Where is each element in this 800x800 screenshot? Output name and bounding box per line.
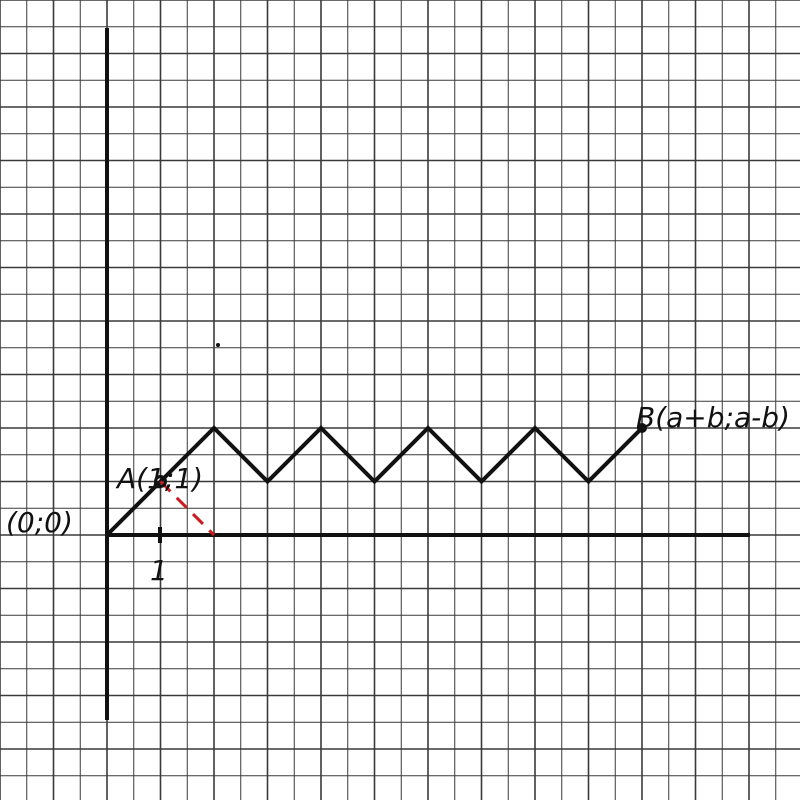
stray-dot bbox=[216, 343, 220, 347]
origin-label: (0;0) bbox=[6, 506, 73, 539]
zigzag-path bbox=[105, 425, 644, 537]
red-dashed-segment bbox=[159, 480, 216, 537]
point-a-marker bbox=[154, 475, 167, 488]
point-a-label: A(1;1) bbox=[115, 462, 203, 495]
point-b-marker bbox=[637, 423, 647, 433]
point-b-label: B(a+b;a-b) bbox=[636, 401, 790, 434]
tick-one-label: 1 bbox=[150, 554, 168, 587]
